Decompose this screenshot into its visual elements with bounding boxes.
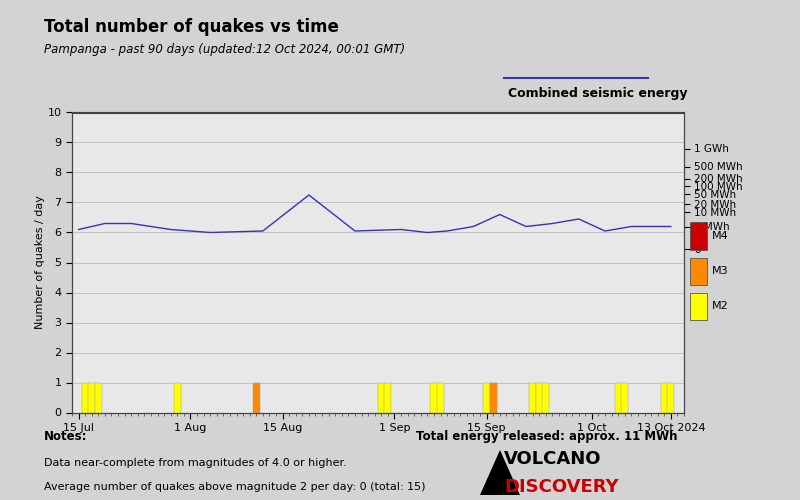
Text: Total energy released: approx. 11 MWh: Total energy released: approx. 11 MWh — [416, 430, 678, 443]
Text: Combined seismic energy: Combined seismic energy — [508, 88, 687, 101]
Text: DISCOVERY: DISCOVERY — [504, 478, 618, 496]
Text: M3: M3 — [712, 266, 729, 276]
Bar — [378, 382, 385, 412]
Bar — [614, 382, 622, 412]
Text: VOLCANO: VOLCANO — [504, 450, 602, 468]
Bar — [536, 382, 543, 412]
Text: Total number of quakes vs time: Total number of quakes vs time — [44, 18, 339, 36]
Bar — [542, 382, 550, 412]
Bar — [490, 382, 497, 412]
Bar — [88, 382, 95, 412]
Y-axis label: Number of quakes / day: Number of quakes / day — [35, 196, 45, 330]
Bar — [174, 382, 181, 412]
Bar — [384, 382, 391, 412]
Text: M4: M4 — [712, 231, 729, 241]
Bar — [437, 382, 444, 412]
Text: Data near-complete from magnitudes of 4.0 or higher.: Data near-complete from magnitudes of 4.… — [44, 458, 346, 468]
Polygon shape — [480, 450, 520, 495]
Bar — [94, 382, 102, 412]
Bar — [82, 382, 89, 412]
Text: M2: M2 — [712, 301, 729, 311]
Bar — [483, 382, 490, 412]
Text: Average number of quakes above magnitude 2 per day: 0 (total: 15): Average number of quakes above magnitude… — [44, 482, 426, 492]
Bar — [490, 382, 497, 412]
Bar — [667, 382, 674, 412]
Bar — [253, 382, 260, 412]
Bar — [661, 382, 668, 412]
Bar — [430, 382, 438, 412]
Text: Pampanga - past 90 days (updated:12 Oct 2024, 00:01 GMT): Pampanga - past 90 days (updated:12 Oct … — [44, 42, 405, 56]
Text: Notes:: Notes: — [44, 430, 87, 443]
Bar — [529, 382, 536, 412]
Bar — [621, 382, 628, 412]
